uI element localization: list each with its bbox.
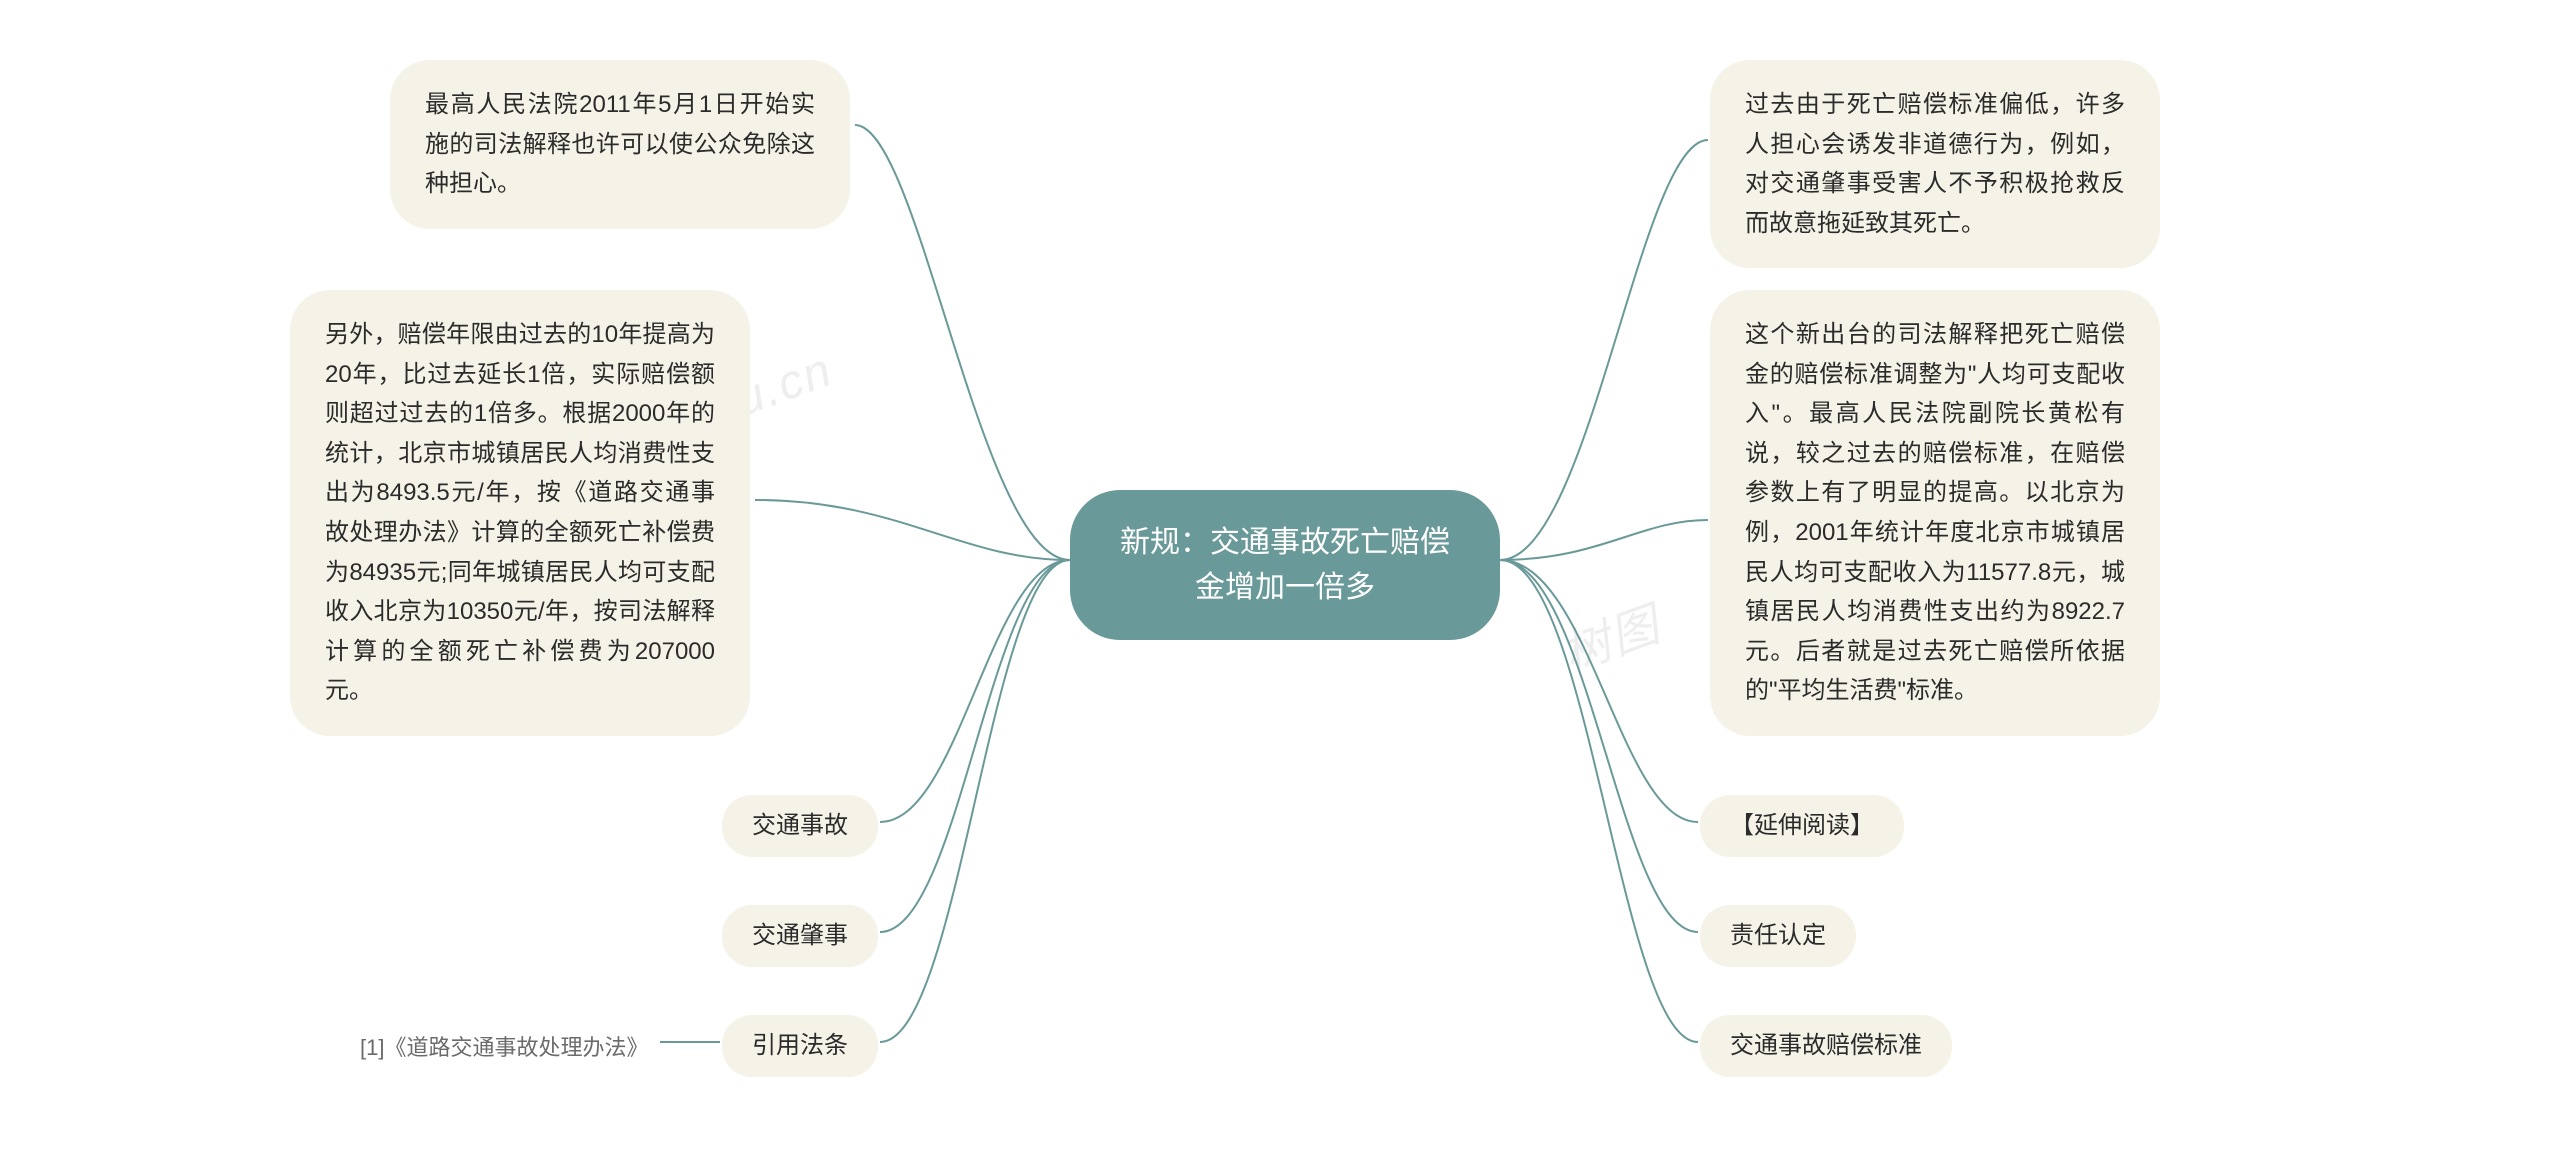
right-node-5: 交通事故赔偿标准: [1700, 1015, 1952, 1077]
left-node-5-leaf: [1]《道路交通事故处理办法》: [360, 1030, 648, 1062]
left-node-2: 另外，赔偿年限由过去的10年提高为20年，比过去延长1倍，实际赔偿额则超过过去的…: [290, 290, 750, 736]
left-node-1: 最高人民法院2011年5月1日开始实施的司法解释也许可以使公众免除这种担心。: [390, 60, 850, 229]
right-node-3: 【延伸阅读】: [1700, 795, 1904, 857]
left-node-3: 交通事故: [722, 795, 878, 857]
watermark-right: 树图: [1551, 585, 1669, 685]
right-node-1: 过去由于死亡赔偿标准偏低，许多人担心会诱发非道德行为，例如，对交通肇事受害人不予…: [1710, 60, 2160, 268]
left-node-5: 引用法条: [722, 1015, 878, 1077]
right-node-4: 责任认定: [1700, 905, 1856, 967]
center-node: 新规：交通事故死亡赔偿金增加一倍多: [1070, 490, 1500, 640]
right-node-2: 这个新出台的司法解释把死亡赔偿金的赔偿标准调整为"人均可支配收入"。最高人民法院…: [1710, 290, 2160, 736]
left-node-4: 交通肇事: [722, 905, 878, 967]
